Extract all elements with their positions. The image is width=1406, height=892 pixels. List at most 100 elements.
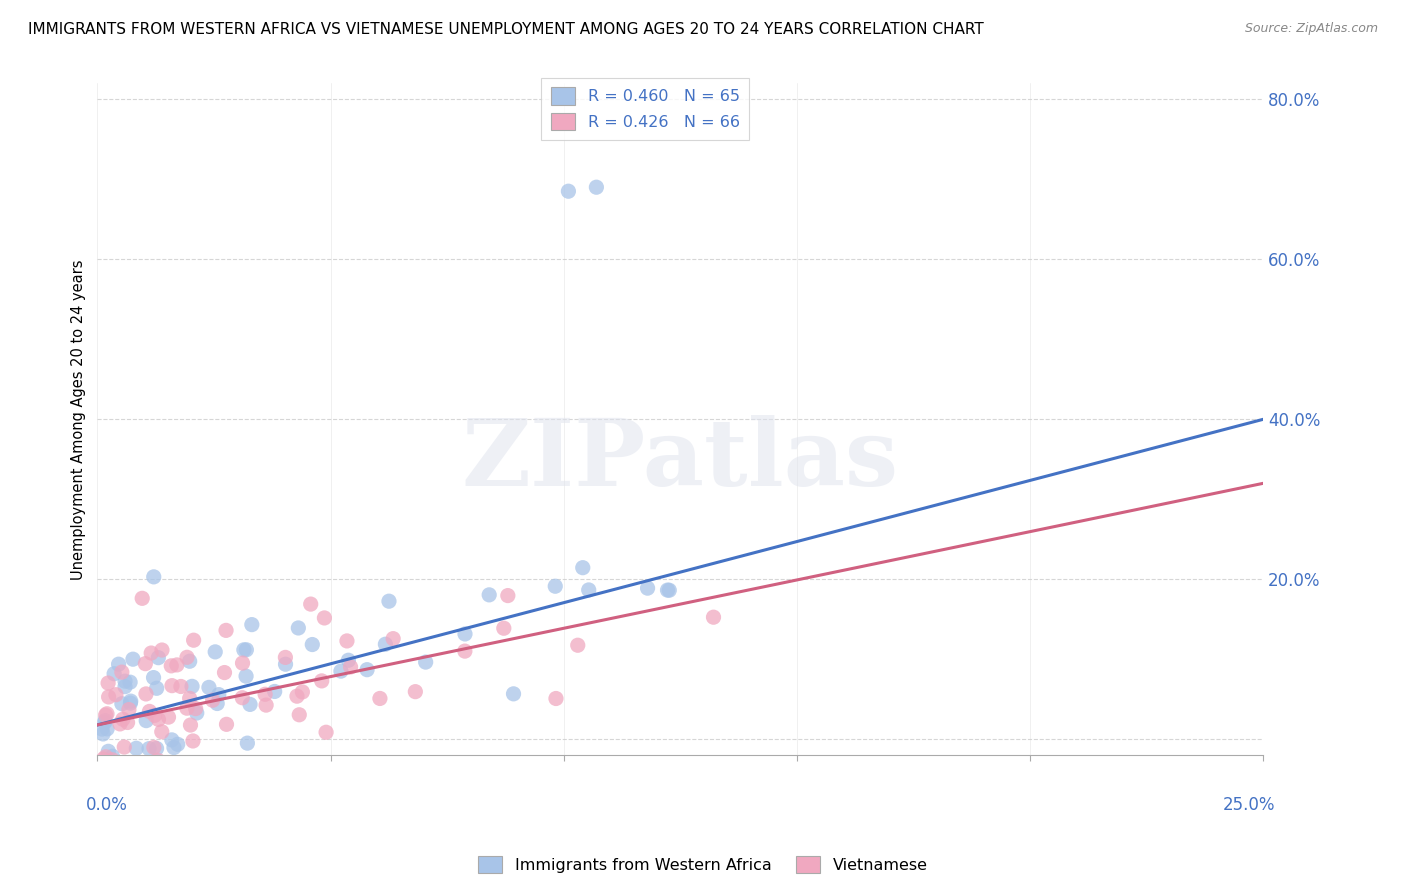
Point: [404, 684, 426, 698]
Text: Source: ZipAtlas.com: Source: ZipAtlas.com: [1244, 22, 1378, 36]
Point: [91, 722, 114, 736]
Point: [285, 689, 308, 703]
Point: [186, 706, 208, 720]
Point: [287, 621, 309, 635]
Point: [157, 710, 180, 724]
Point: [103, 666, 125, 681]
Point: [96, 722, 118, 736]
Point: [142, 671, 165, 685]
Point: [122, 652, 145, 666]
Point: [134, 657, 156, 671]
Point: [215, 717, 238, 731]
Point: [97, 744, 120, 758]
Point: [478, 588, 501, 602]
Point: [378, 594, 401, 608]
Point: [111, 665, 134, 680]
Point: [311, 673, 333, 688]
Point: [454, 627, 477, 641]
Point: [254, 687, 277, 701]
Point: [170, 680, 193, 694]
Point: [702, 610, 724, 624]
Point: [183, 633, 205, 648]
Point: [181, 734, 204, 748]
Point: [145, 681, 167, 696]
Point: [142, 740, 165, 755]
Point: [118, 703, 141, 717]
Point: [382, 632, 405, 646]
Point: [120, 675, 142, 690]
Point: [336, 634, 359, 648]
Point: [585, 180, 607, 194]
Point: [111, 697, 134, 711]
Point: [111, 712, 134, 726]
Point: [97, 690, 120, 704]
Point: [108, 717, 131, 731]
Point: [301, 638, 323, 652]
Point: [637, 581, 659, 595]
Point: [93, 752, 115, 766]
Point: [578, 582, 600, 597]
Point: [204, 645, 226, 659]
Point: [337, 653, 360, 667]
Point: [114, 674, 136, 689]
Point: [274, 657, 297, 672]
Point: [146, 753, 169, 767]
Point: [274, 650, 297, 665]
Point: [201, 693, 224, 707]
Point: [143, 708, 166, 723]
Point: [181, 679, 204, 693]
Point: [138, 741, 160, 756]
Point: [101, 753, 124, 767]
Point: [91, 727, 114, 741]
Point: [104, 688, 127, 702]
Point: [339, 660, 361, 674]
Point: [315, 725, 337, 739]
Point: [658, 583, 681, 598]
Point: [150, 724, 173, 739]
Point: [492, 621, 515, 635]
Point: [205, 697, 228, 711]
Point: [544, 691, 567, 706]
Y-axis label: Unemployment Among Ages 20 to 24 years: Unemployment Among Ages 20 to 24 years: [72, 259, 86, 580]
Point: [114, 680, 136, 694]
Point: [131, 591, 153, 606]
Point: [107, 657, 129, 672]
Point: [117, 715, 139, 730]
Point: [231, 690, 253, 705]
Point: [454, 644, 477, 658]
Point: [120, 694, 142, 708]
Point: [179, 691, 201, 706]
Point: [263, 684, 285, 698]
Text: 25.0%: 25.0%: [1222, 796, 1275, 814]
Point: [557, 184, 579, 198]
Point: [160, 732, 183, 747]
Text: IMMIGRANTS FROM WESTERN AFRICA VS VIETNAMESE UNEMPLOYMENT AMONG AGES 20 TO 24 YE: IMMIGRANTS FROM WESTERN AFRICA VS VIETNA…: [28, 22, 984, 37]
Point: [122, 762, 145, 776]
Point: [101, 749, 124, 764]
Point: [374, 637, 396, 651]
Point: [235, 669, 257, 683]
Point: [254, 698, 277, 712]
Point: [166, 737, 188, 751]
Point: [236, 736, 259, 750]
Point: [94, 749, 117, 764]
Point: [299, 597, 322, 611]
Text: 0.0%: 0.0%: [86, 796, 128, 814]
Point: [314, 611, 336, 625]
Point: [136, 770, 159, 784]
Point: [145, 741, 167, 756]
Point: [110, 789, 132, 803]
Point: [94, 708, 117, 723]
Point: [356, 663, 378, 677]
Legend: R = 0.460   N = 65, R = 0.426   N = 66: R = 0.460 N = 65, R = 0.426 N = 66: [541, 78, 749, 140]
Point: [135, 714, 157, 728]
Point: [97, 676, 120, 690]
Point: [163, 740, 186, 755]
Point: [166, 657, 188, 672]
Point: [232, 643, 254, 657]
Text: ZIPatlas: ZIPatlas: [461, 415, 898, 505]
Point: [160, 679, 183, 693]
Point: [125, 741, 148, 756]
Point: [150, 764, 173, 779]
Point: [94, 715, 117, 730]
